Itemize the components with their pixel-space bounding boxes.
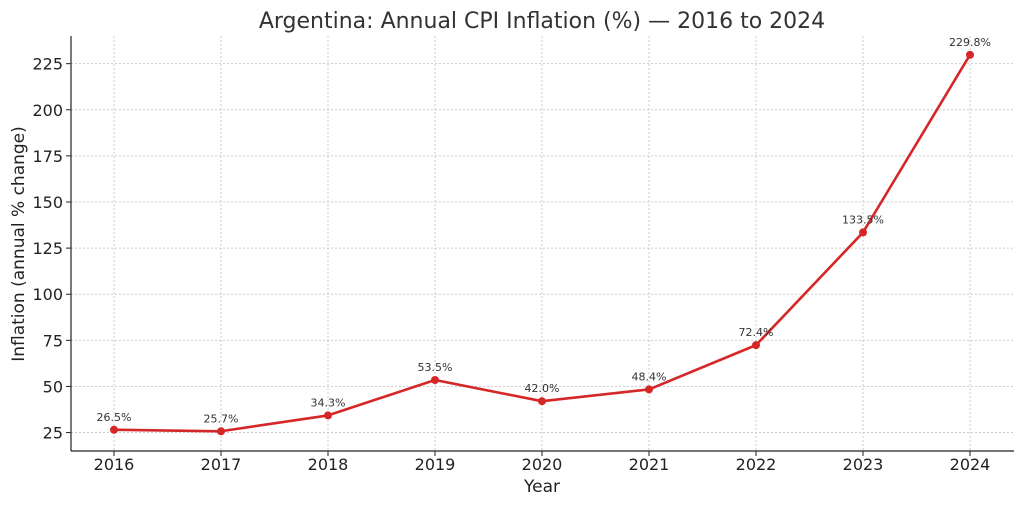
y-axis-label: Inflation (annual % change) (9, 126, 29, 362)
data-point (966, 50, 974, 59)
data-label: 42.0% (525, 382, 560, 395)
y-tick-label: 125 (32, 239, 63, 258)
x-tick-label: 2020 (522, 455, 563, 474)
y-tick-label: 75 (43, 331, 63, 350)
data-label: 48.4% (632, 370, 667, 383)
x-tick-label: 2022 (736, 455, 777, 474)
data-point (859, 228, 867, 237)
data-label: 25.7% (204, 412, 239, 425)
data-label: 34.3% (311, 396, 346, 409)
x-tick-label: 2021 (629, 455, 670, 474)
y-tick-label: 175 (32, 147, 63, 166)
data-point (752, 341, 760, 350)
x-ticks: 2016 2017 2018 2019 2020 2021 2022 2023 2024 (94, 451, 991, 474)
data-point (538, 397, 546, 406)
y-tick-label: 25 (43, 424, 63, 443)
data-labels: 26.5% 25.7% 34.3% 53.5% 42.0% 48.4% 72.4% 133.5… (97, 36, 991, 425)
data-label: 133.5% (842, 213, 884, 226)
data-point (431, 375, 439, 384)
x-tick-label: 2018 (308, 455, 349, 474)
data-label: 26.5% (97, 411, 132, 424)
y-tick-label: 50 (43, 377, 63, 396)
y-tick-label: 200 (32, 101, 63, 120)
series (110, 50, 974, 436)
y-tick-label: 225 (32, 55, 63, 74)
y-tick-label: 100 (32, 285, 63, 304)
x-tick-label: 2017 (201, 455, 242, 474)
x-tick-label: 2016 (94, 455, 135, 474)
data-point (110, 425, 118, 434)
series-line (112, 53, 972, 433)
y-tick-label: 150 (32, 193, 63, 212)
data-label: 72.4% (739, 326, 774, 339)
x-tick-label: 2023 (843, 455, 884, 474)
y-ticks: 25 50 75 100 125 150 175 200 225 (32, 55, 71, 443)
data-point (217, 427, 225, 436)
grid (71, 36, 1014, 451)
data-label: 229.8% (949, 36, 991, 49)
x-tick-label: 2024 (950, 455, 991, 474)
data-point (324, 411, 332, 420)
data-label: 53.5% (418, 361, 453, 374)
x-axis-label: Year (523, 477, 560, 497)
chart-title: Argentina: Annual CPI Inflation (%) — 20… (259, 9, 825, 34)
data-point (645, 385, 653, 394)
x-tick-label: 2019 (415, 455, 456, 474)
